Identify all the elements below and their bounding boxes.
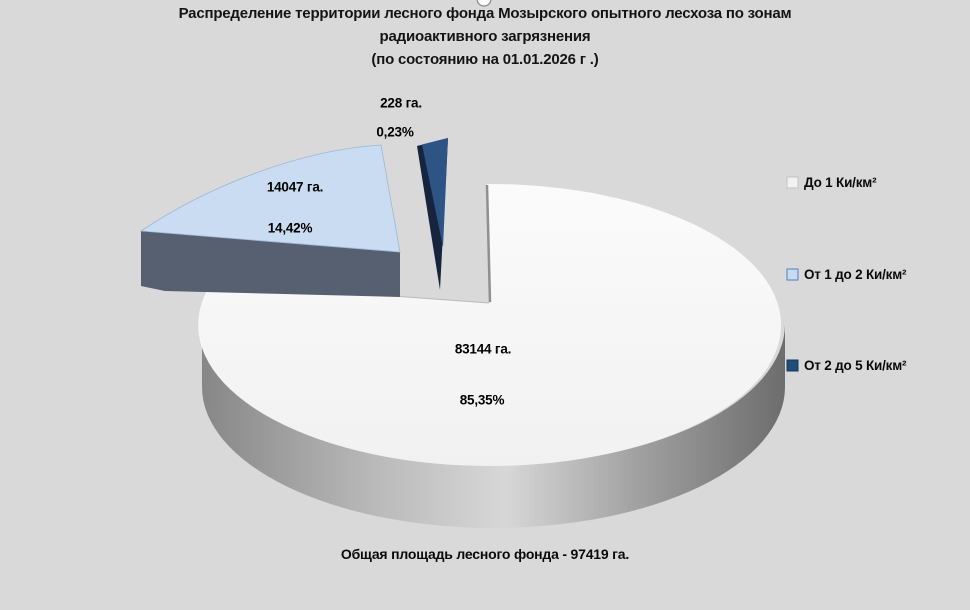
chart-title-line2: радиоактивного загрязнения: [379, 28, 591, 45]
legend-label-ot-2-do-5: От 2 до 5 Ки/км²: [804, 358, 907, 373]
legend-label-do-1: До 1 Ки/км²: [804, 175, 877, 190]
pie-slice-2-side[interactable]: [141, 231, 400, 297]
pie-slice-1-top[interactable]: [198, 183, 782, 466]
legend-swatch-do-1: [786, 176, 799, 189]
legend-label-ot-1-do-2: От 1 до 2 Ки/км²: [804, 267, 907, 282]
chart-title: Распределение территории лесного фонда М…: [0, 2, 970, 71]
pie-slice-3-light-face[interactable]: [422, 138, 448, 247]
slice3-percent-label: 0,23%: [376, 124, 414, 140]
total-area-note: Общая площадь лесного фонда - 97419 га.: [340, 546, 630, 562]
pie-slice-1-cut-edge: [485, 184, 492, 303]
legend-item-do-1[interactable]: До 1 Ки/км²: [786, 175, 877, 190]
legend-item-ot-2-do-5[interactable]: От 2 до 5 Ки/км²: [786, 358, 906, 373]
chart-title-line3: (по состоянию на 01.01.2026 г .): [371, 51, 599, 68]
slice1-value-label: 83144 га.: [454, 341, 512, 357]
slice1-percent-label: 85,35%: [459, 392, 505, 408]
legend-swatch-ot-1-do-2: [786, 268, 799, 281]
pie-slice-1-side[interactable]: [202, 324, 785, 528]
slice2-value-label: 14047 га.: [266, 179, 324, 195]
pie-slice-2-top[interactable]: [139, 144, 401, 253]
legend-item-ot-1-do-2[interactable]: От 1 до 2 Ки/км²: [786, 267, 906, 282]
slice2-percent-label: 14,42%: [267, 220, 313, 236]
slice3-value-label: 228 га.: [380, 95, 422, 111]
legend-swatch-ot-2-do-5: [786, 359, 799, 372]
chart-title-line1: Распределение территории лесного фонда М…: [178, 5, 792, 22]
chart-rotation-handle[interactable]: [476, 0, 492, 7]
